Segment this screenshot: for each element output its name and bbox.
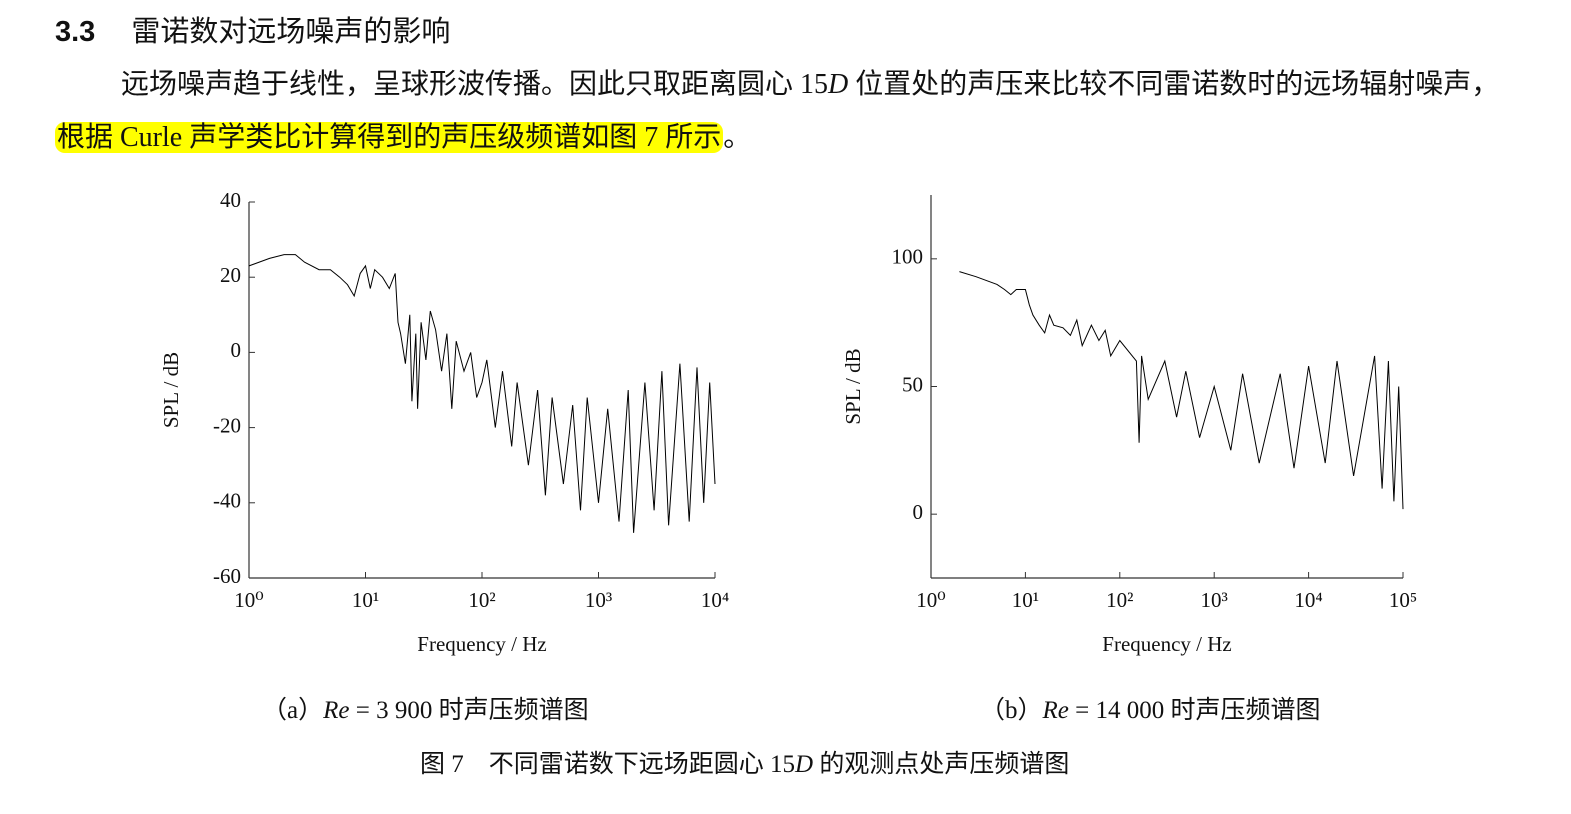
text: Re — [1042, 697, 1069, 724]
section-heading: 3.3 雷诺数对远场噪声的影响 — [55, 8, 450, 50]
text: 位置处的声压来比较不同雷诺数时的远场辐射噪声， — [848, 69, 1500, 100]
text: （b） — [980, 697, 1043, 724]
text: D — [828, 69, 849, 100]
y-tick-label: 50 — [902, 372, 923, 396]
x-tick-label: 10³ — [1201, 588, 1228, 612]
text: = 14 000 时声压频谱图 — [1068, 697, 1321, 724]
x-tick-label: 10⁰ — [234, 588, 263, 612]
subcaption: （a）Re = 3 900 时声压频谱图 — [262, 690, 589, 726]
section-number: 3.3 — [55, 16, 96, 48]
y-tick-label: 20 — [220, 263, 241, 287]
x-axis-label: Frequency / Hz — [417, 632, 546, 656]
x-tick-label: 10⁰ — [916, 588, 945, 612]
y-tick-label: 0 — [231, 338, 242, 362]
highlight: 根据 Curle 声学类比计算得到的声压级频谱如图 7 所示 — [55, 122, 724, 153]
charts: -60 -40 -20 0 20 40 10⁰ 10¹ 10² 10³ 10⁴ Frequency /… — [159, 188, 1417, 656]
text: 的观测点处声压频谱图 — [813, 751, 1070, 778]
text: Re — [323, 697, 350, 724]
x-tick-label: 10² — [468, 588, 495, 612]
x-tick-label: 10⁴ — [701, 588, 729, 612]
y-axis-label: SPL / dB — [841, 348, 865, 424]
text: = 3 900 时声压频谱图 — [349, 697, 589, 724]
x-tick-label: 10¹ — [352, 588, 379, 612]
text: 。 — [723, 122, 752, 153]
y-tick-label: -60 — [213, 564, 241, 588]
y-tick-label: 100 — [892, 245, 924, 269]
y-tick-label: -20 — [213, 413, 241, 437]
figure-caption: 图 7 不同雷诺数下远场距圆心 15D 的观测点处声压频谱图 — [420, 744, 1069, 780]
spectrum-line — [248, 254, 716, 533]
x-tick-label: 10³ — [585, 588, 612, 612]
x-tick-label: 10² — [1106, 588, 1133, 612]
x-tick-label: 10¹ — [1012, 588, 1039, 612]
text: 远场噪声趋于线性，呈球形波传播。因此只取距离圆心 15 — [121, 69, 829, 100]
subcaption: （b）Re = 14 000 时声压频谱图 — [980, 690, 1321, 726]
x-tick-label: 10⁵ — [1389, 588, 1417, 612]
paragraph: 远场噪声趋于线性，呈球形波传播。因此只取距离圆心 15D 位置处的声压来比较不同… — [55, 58, 1525, 164]
y-tick-label: -40 — [213, 489, 241, 513]
spectrum-line — [959, 271, 1404, 510]
x-tick-label: 10⁴ — [1294, 588, 1322, 612]
x-axis-label: Frequency / Hz — [1102, 632, 1231, 656]
y-tick-label: 40 — [220, 188, 241, 212]
text: D — [795, 751, 814, 778]
text: （a） — [262, 697, 324, 724]
y-axis-label: SPL / dB — [159, 352, 183, 428]
y-tick-label: 0 — [913, 500, 924, 524]
section-title: 雷诺数对远场噪声的影响 — [131, 16, 451, 48]
text: 图 7 不同雷诺数下远场距圆心 15 — [420, 751, 796, 778]
